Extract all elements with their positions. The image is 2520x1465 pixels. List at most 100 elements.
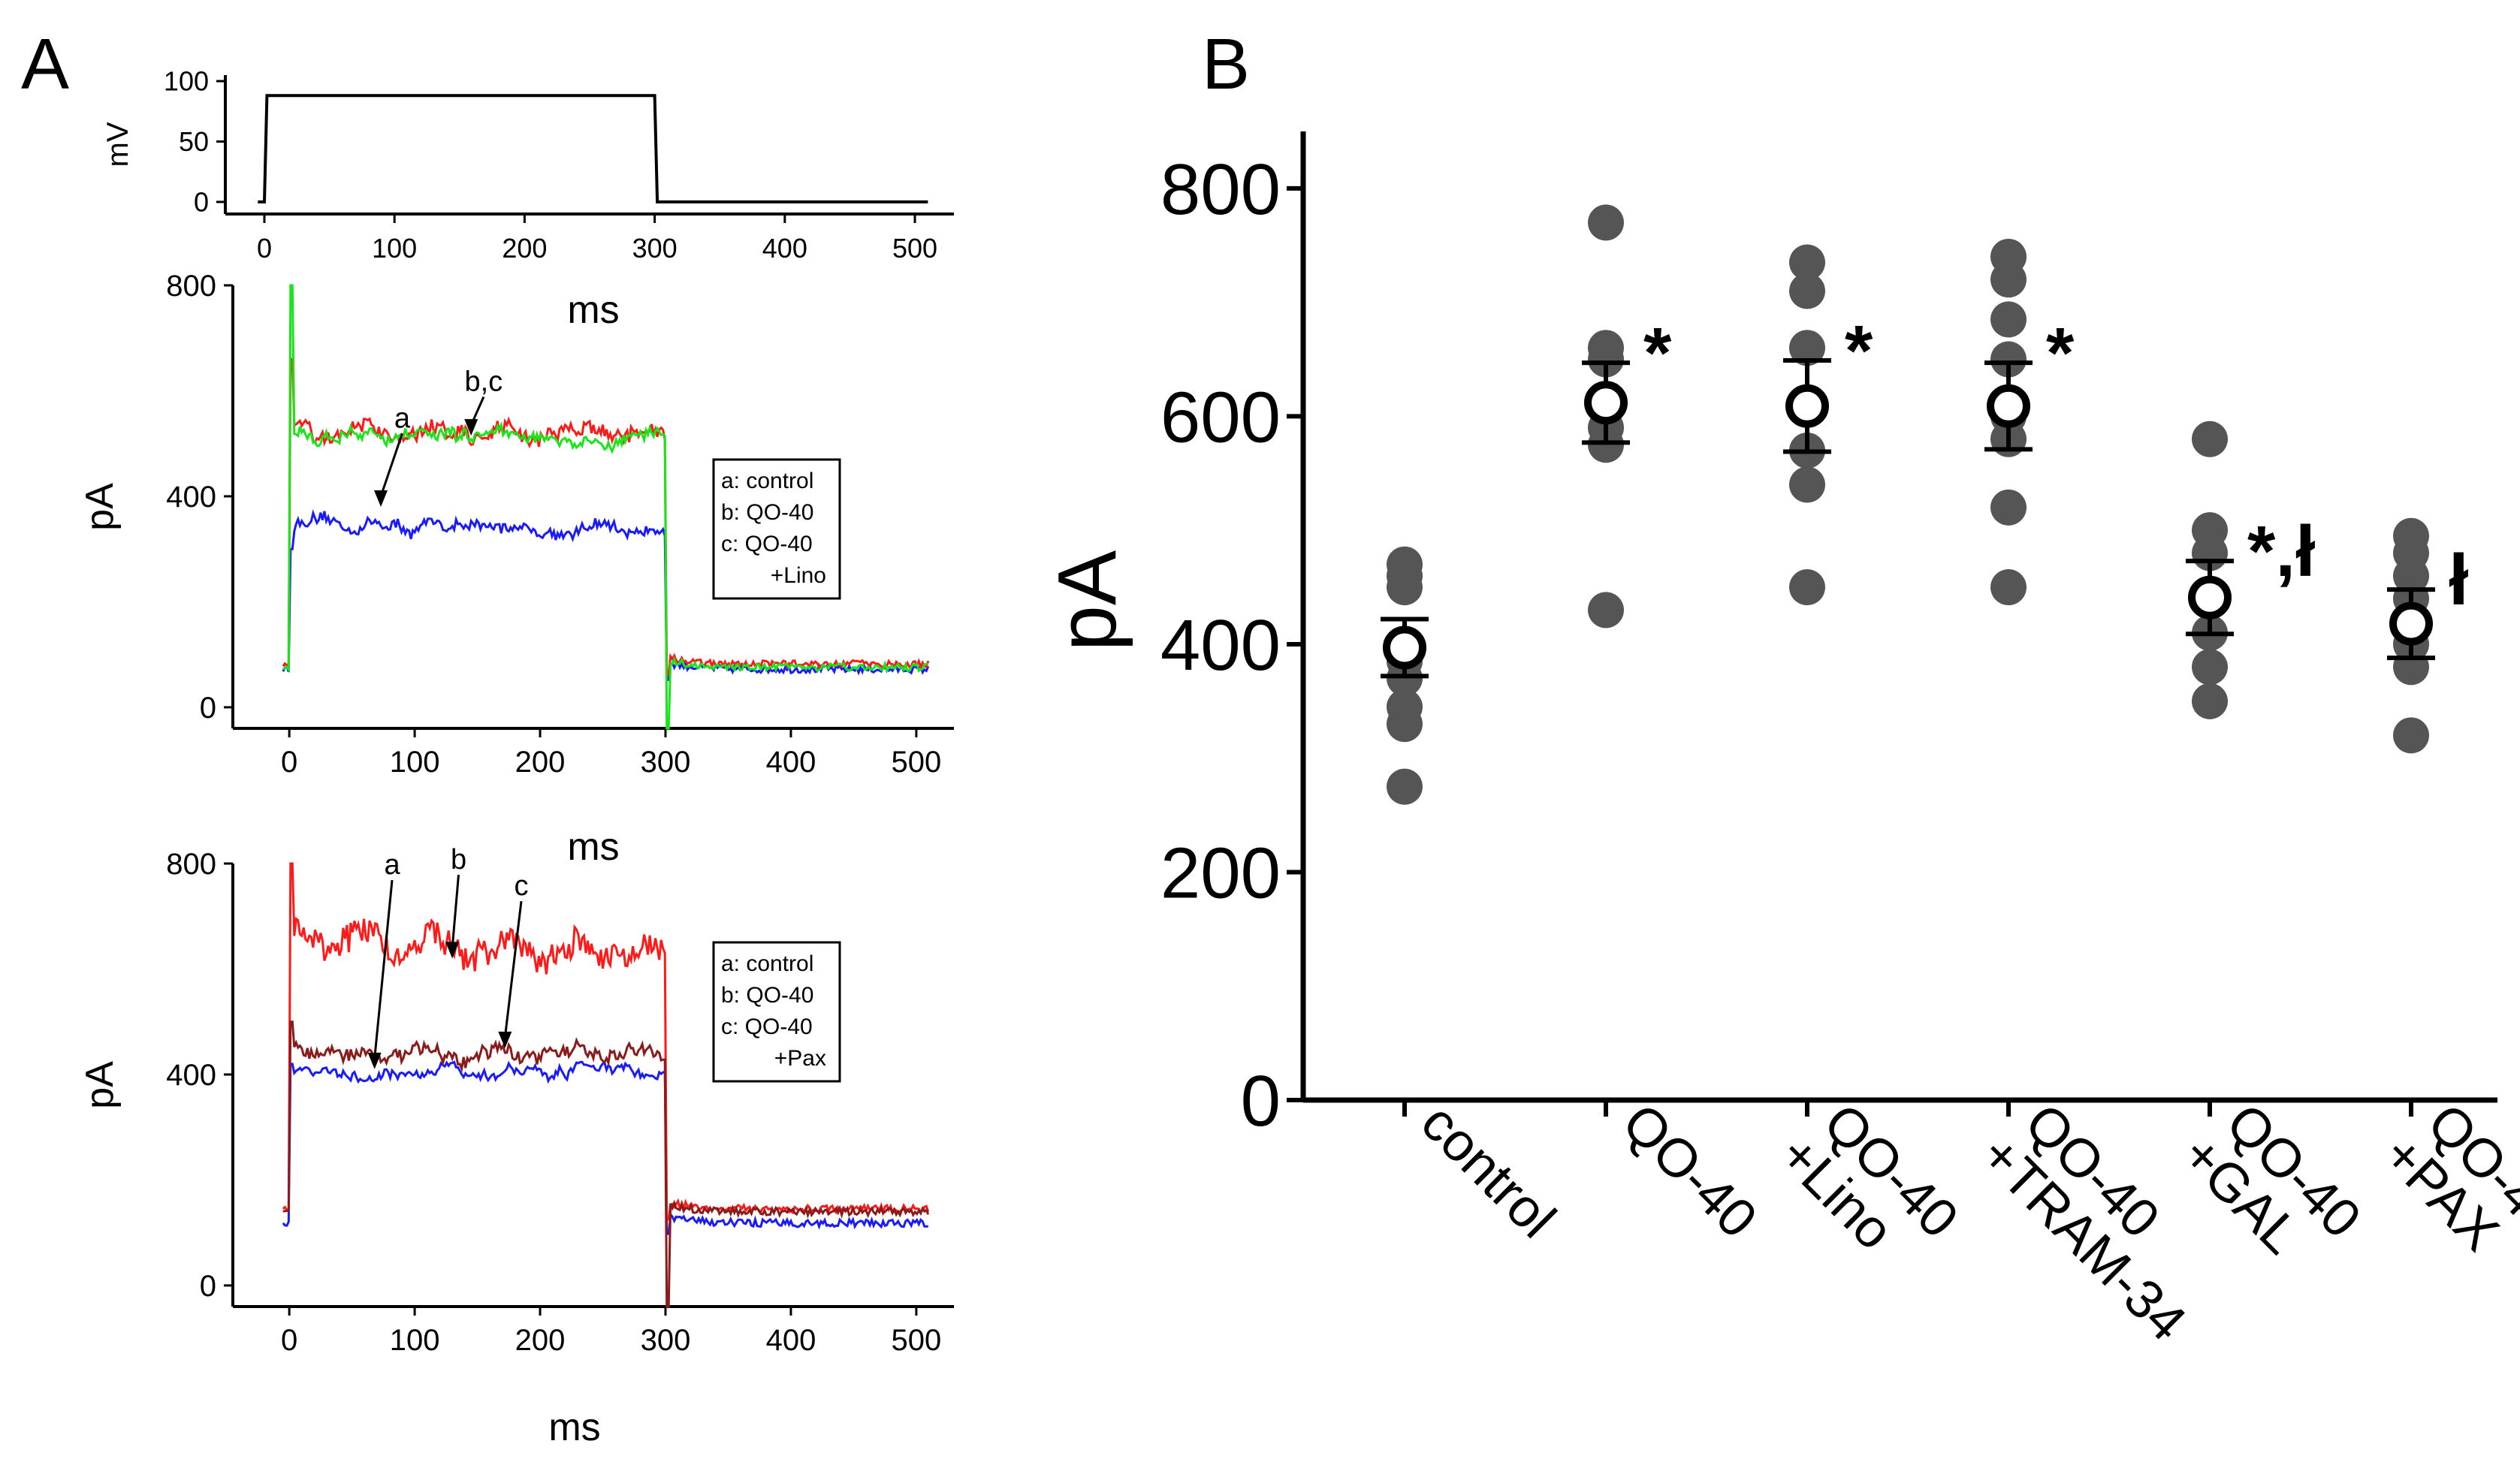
data-point <box>1387 706 1423 743</box>
y-tick-label: 400 <box>166 1059 216 1092</box>
annotation-arrowhead <box>445 942 460 959</box>
data-point <box>1789 244 1825 281</box>
data-point <box>1387 768 1423 805</box>
significance-marker: * <box>2046 313 2075 393</box>
legend-entry: a: control <box>721 469 813 493</box>
data-point <box>1789 273 1825 309</box>
data-point <box>1588 592 1624 629</box>
x-tick-label: 200 <box>515 746 566 779</box>
y-tick-label: 0 <box>200 692 216 725</box>
data-point <box>1789 466 1825 503</box>
data-point <box>2393 717 2429 754</box>
x-axis-label: ms <box>567 288 619 332</box>
mean-marker <box>2188 575 2232 619</box>
significance-marker: *,ł <box>2247 511 2316 592</box>
annotation-label: b,c <box>465 366 503 397</box>
annotation-label: a <box>384 849 400 881</box>
data-point <box>1387 660 1423 697</box>
x-tick-label: QO-40 <box>1611 1093 1768 1249</box>
y-axis-label: pA <box>78 1061 122 1109</box>
y-tick-label: 800 <box>1160 149 1281 230</box>
y-tick-label: 0 <box>1241 1061 1281 1141</box>
y-axis-label: mV <box>101 122 134 167</box>
data-point <box>1588 204 1624 241</box>
legend-entry: b: QO-40 <box>721 500 813 525</box>
x-tick-label: 500 <box>892 1324 942 1357</box>
data-point <box>1789 330 1825 366</box>
x-tick-label: QO-40+GAL <box>2170 1086 2372 1288</box>
x-tick-label: 400 <box>766 1324 816 1357</box>
mean-marker <box>2389 601 2433 646</box>
data-point <box>1588 427 1624 463</box>
x-tick-label: 200 <box>502 233 547 264</box>
trace-line <box>282 1020 930 1308</box>
annotation-arrowhead <box>374 490 388 507</box>
y-tick-label: 600 <box>1160 377 1281 457</box>
y-axis-label: pA <box>1041 550 1133 651</box>
mean-marker <box>1987 384 2030 428</box>
annotation-label: c <box>515 870 529 902</box>
y-axis-label: pA <box>78 483 122 531</box>
mean-marker <box>1785 384 1829 428</box>
data-point <box>1990 569 2027 606</box>
x-tick-label: 300 <box>641 746 691 779</box>
annotation-label: a <box>394 403 411 435</box>
x-tick-label: QO-40+Lino <box>1767 1086 1969 1288</box>
data-point <box>1789 569 1825 606</box>
panel-a-label: A <box>21 24 69 104</box>
x-tick-label: QO-40+TRAM-34 <box>1969 1086 2235 1352</box>
trace-line <box>282 1060 929 1235</box>
y-tick-label: 400 <box>1160 605 1281 686</box>
x-tick-label: QO-40+PAX <box>2371 1086 2520 1288</box>
x-tick-label-line: QO-40 <box>1611 1093 1768 1249</box>
annotation-arrowhead <box>367 1052 382 1069</box>
x-tick-label: 0 <box>281 1324 297 1357</box>
pax-current-chart: 0 100 200 300 400 500 0 400 800 pA ms a b c a: control… <box>78 825 954 1449</box>
trace-line <box>282 862 930 1221</box>
legend-entry: c: QO-40 <box>721 532 813 556</box>
summary-scatter-chart: 0 200 400 600 800 pA control * QO-40 * QO-40+Lino *… <box>1041 131 2520 1352</box>
x-tick-label: 300 <box>641 1324 691 1357</box>
x-tick-label: 100 <box>372 233 417 264</box>
significance-marker: ł <box>2449 540 2469 620</box>
mean-marker <box>1383 625 1426 670</box>
annotation-arrow <box>373 879 394 1060</box>
legend-box <box>712 458 841 600</box>
legend-entry: +Lino <box>771 563 826 588</box>
significance-marker: * <box>1845 311 1873 391</box>
command-trace <box>258 94 928 203</box>
x-tick-label: 100 <box>390 1324 440 1357</box>
annotation-arrow <box>503 900 523 1038</box>
x-tick-label: 400 <box>762 233 807 264</box>
data-point <box>1990 489 2027 526</box>
legend-entry: a: control <box>721 951 813 976</box>
x-tick-label: 0 <box>281 746 297 779</box>
x-tick-label: 200 <box>515 1324 566 1357</box>
annotation-arrowhead <box>464 419 478 436</box>
x-tick-label: 400 <box>766 746 816 779</box>
legend-entry: +Pax <box>774 1046 826 1071</box>
data-point <box>1990 261 2027 298</box>
data-point <box>2192 683 2228 719</box>
data-point <box>2192 649 2228 686</box>
y-tick-label: 200 <box>1160 833 1281 913</box>
legend-entry: c: QO-40 <box>721 1014 813 1039</box>
annotation-arrow <box>451 874 460 948</box>
y-tick-label: 0 <box>200 1270 216 1303</box>
legend-entry: b: QO-40 <box>721 983 813 1008</box>
x-tick-label: 500 <box>892 746 942 779</box>
y-tick-label: 400 <box>166 481 216 514</box>
y-tick-label: 800 <box>166 270 216 303</box>
lino-current-chart: 0 100 200 300 400 500 0 400 800 pA ms a b,c a: contro… <box>78 270 954 779</box>
x-tick-label: control <box>1410 1093 1567 1249</box>
voltage-protocol-chart: 0 100 200 300 400 500 0 50 100 mV <box>101 66 954 264</box>
data-point <box>1990 341 2027 378</box>
mean-marker <box>1584 381 1628 425</box>
x-tick-label: 100 <box>390 746 440 779</box>
data-point <box>1990 301 2027 338</box>
x-tick-label: 0 <box>257 233 272 264</box>
data-point <box>2192 421 2228 457</box>
data-point <box>1387 569 1423 606</box>
trace-line <box>282 284 928 730</box>
